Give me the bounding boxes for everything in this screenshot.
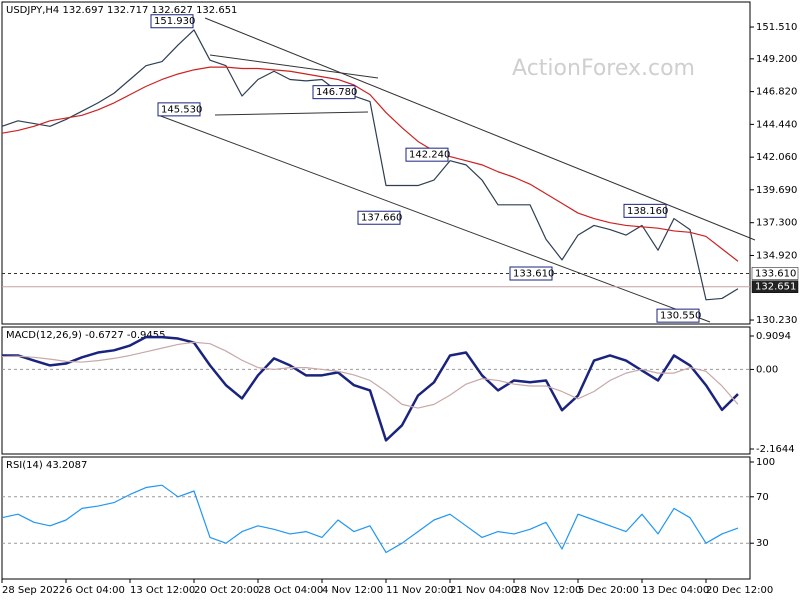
x-tick-label: 5 Dec 20:00 [578,585,639,596]
y-tick-label: 70 [756,492,769,503]
triangle-upper [209,54,379,79]
price-annotation: 137.660 [361,213,402,224]
x-tick-label: 21 Nov 04:00 [450,585,517,596]
price-annotation-box [312,85,356,100]
y-tick-label: 134.920 [756,250,797,261]
rsi-panel [1,456,751,580]
x-tick-label: 13 Dec 04:00 [642,585,709,596]
price-annotation-box [405,147,449,162]
price-annotation-box [509,266,553,281]
price-annotation-box [357,210,401,225]
level-label: 132.651 [755,282,796,293]
y-tick-label: 144.440 [756,119,797,130]
x-tick-label: 6 Oct 04:00 [66,585,125,596]
macd-title: MACD(12,26,9) -0.6727 -0.9455 [6,330,166,341]
price-annotation: 145.530 [161,104,202,115]
y-tick-label: 137.300 [756,218,797,229]
price-panel [1,1,751,325]
y-tick-label: 142.060 [756,152,797,163]
price-annotation-box [157,102,201,117]
triangle-lower [214,111,369,116]
level-label-box [751,280,799,293]
series-line [1,29,739,301]
watermark: ActionForex.com [512,56,695,81]
series-line [1,484,739,554]
y-tick-label: -2.1644 [756,444,795,455]
price-annotation: 151.930 [154,16,195,27]
price-annotation-box [150,14,194,29]
price-annotation: 130.550 [660,311,701,322]
y-tick-label: 139.690 [756,185,797,196]
y-tick-label: 151.510 [756,22,797,33]
price-annotation: 133.610 [513,269,554,280]
y-tick-label: 100 [756,457,775,468]
x-tick-label: 28 Nov 12:00 [514,585,581,596]
y-tick-label: 146.820 [756,87,797,98]
x-tick-label: 13 Oct 12:00 [130,585,195,596]
x-tick-label: 11 Nov 20:00 [386,585,453,596]
y-tick-label: 0.9094 [756,331,791,342]
channel-upper [204,17,756,241]
x-tick-label: 28 Oct 04:00 [258,585,323,596]
price-annotation: 138.160 [627,206,668,217]
y-tick-label: 130.230 [756,315,797,326]
y-tick-label: 0.00 [756,364,778,375]
y-tick-label: 30 [756,538,769,549]
series-line [2,335,739,442]
macd-panel [1,326,751,455]
price-annotation-box [656,308,700,323]
x-tick-label: 4 Nov 12:00 [322,585,383,596]
rsi-title: RSI(14) 43.2087 [6,460,87,471]
level-label: 133.610 [755,269,796,280]
x-tick-label: 20 Oct 20:00 [194,585,259,596]
price-annotation: 146.780 [316,87,357,98]
price-annotation: 142.240 [409,150,450,161]
price-title: USDJPY,H4 132.697 132.717 132.627 132.65… [6,5,237,16]
y-tick-label: 149.200 [756,54,797,65]
channel-lower [157,114,711,323]
series-line [1,66,739,262]
x-tick-label: 28 Sep 2022 [2,585,65,596]
price-annotation-box [623,203,667,218]
series-line [1,341,739,409]
level-label-box [751,267,799,280]
x-tick-label: 20 Dec 12:00 [706,585,773,596]
